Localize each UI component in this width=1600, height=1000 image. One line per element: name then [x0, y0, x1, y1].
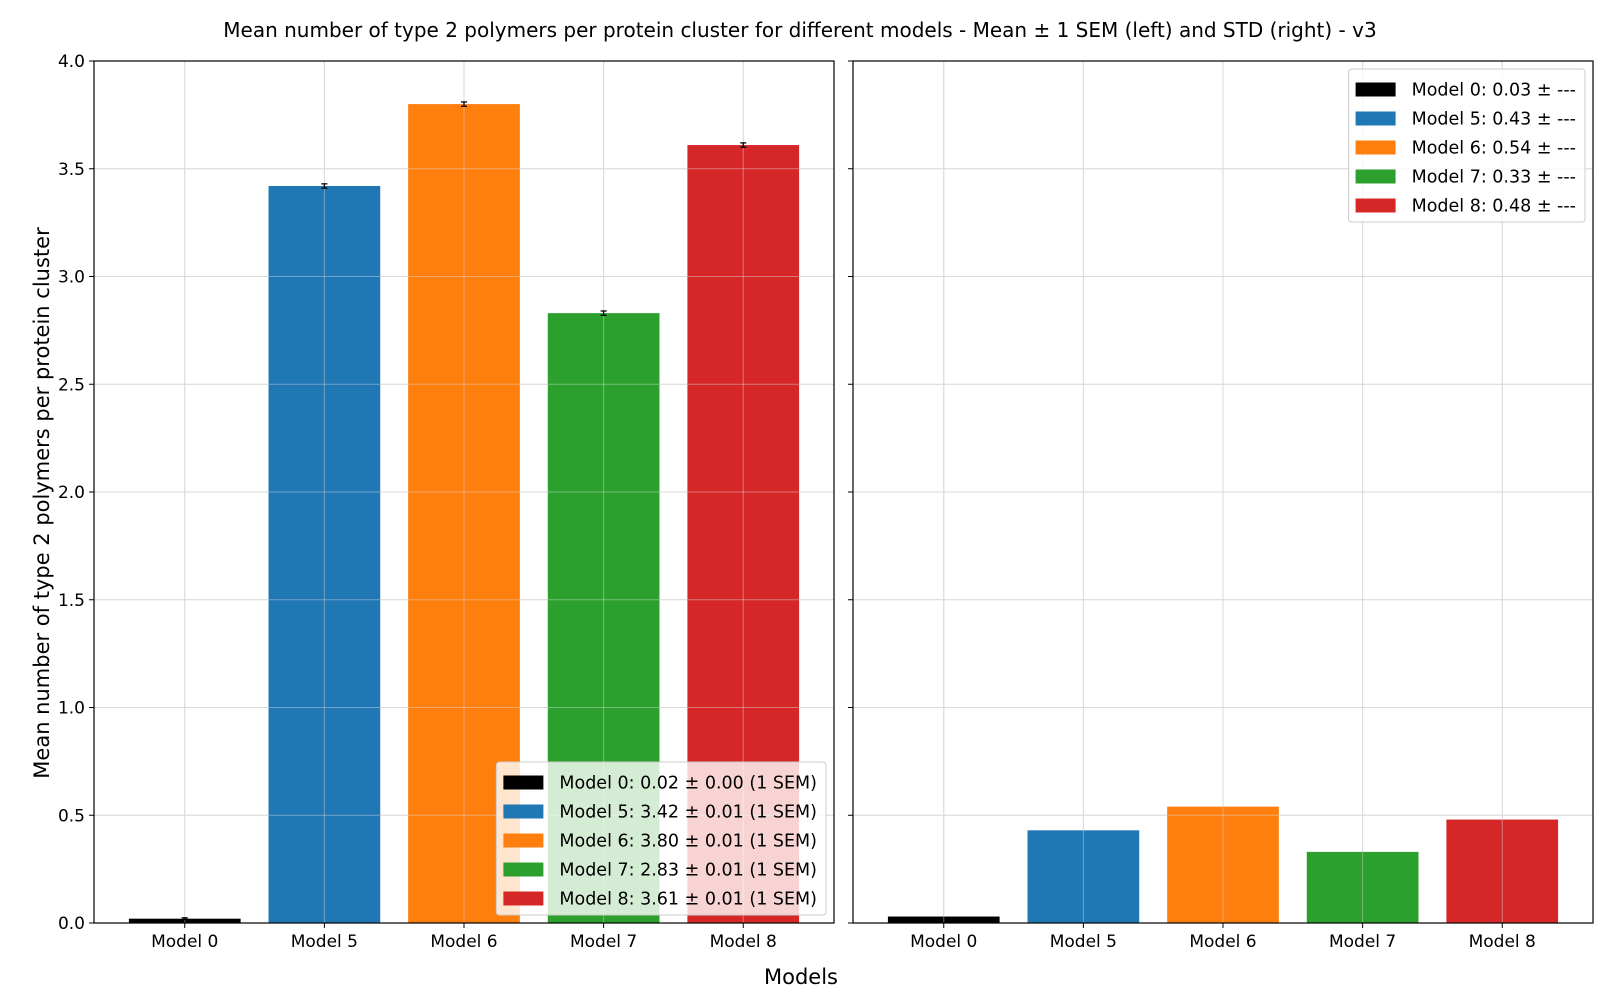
bar-model-6 — [1167, 806, 1279, 923]
legend-right: Model 0: 0.03 ± --- Model 5: 0.43 ± --- Mo… — [1348, 68, 1586, 223]
legend-entry: Model 6: 0.54 ± --- — [1412, 139, 1576, 159]
x-axis-label: Models — [764, 965, 838, 989]
x-tick-label: Model 7 — [570, 932, 637, 952]
x-tick-label: Model 5 — [291, 932, 358, 952]
y-tick-label: 1.5 — [58, 591, 85, 611]
y-tick-label: 1.0 — [58, 699, 85, 719]
legend-swatch — [503, 804, 544, 819]
legend-box — [1348, 68, 1586, 223]
legend-swatch — [503, 833, 544, 848]
bar-model-0 — [128, 918, 241, 923]
chart-title: Mean number of type 2 polymers per prote… — [223, 18, 1376, 42]
legend-left: Model 0: 0.02 ± 0.00 (1 SEM) Model 5: 3.4… — [495, 761, 827, 916]
y-tick-label: 4.0 — [58, 52, 85, 72]
y-tick-label: 2.5 — [58, 375, 85, 395]
legend-swatch — [1355, 140, 1396, 155]
x-tick-label: Model 0 — [910, 932, 977, 952]
legend-entry: Model 0: 0.02 ± 0.00 (1 SEM) — [559, 774, 817, 794]
legend-swatch — [503, 775, 544, 790]
x-tick-label: Model 7 — [1329, 932, 1396, 952]
y-tick-label: 3.0 — [58, 268, 85, 288]
bar-model-7 — [1306, 851, 1419, 923]
legend-swatch — [1355, 111, 1396, 126]
legend-entry: Model 7: 2.83 ± 0.01 (1 SEM) — [559, 861, 817, 881]
legend-entry: Model 6: 3.80 ± 0.01 (1 SEM) — [559, 832, 817, 852]
legend-swatch — [503, 891, 544, 906]
x-tick-label: Model 8 — [710, 932, 777, 952]
legend-entry: Model 7: 0.33 ± --- — [1412, 168, 1576, 188]
x-tick-label: Model 6 — [1189, 932, 1256, 952]
x-tick-label: Model 5 — [1050, 932, 1117, 952]
legend-swatch — [1355, 198, 1396, 213]
legend-entry: Model 8: 3.61 ± 0.01 (1 SEM) — [559, 890, 817, 910]
y-tick-label: 2.0 — [58, 483, 85, 503]
bar-model-5 — [268, 185, 381, 924]
bar-model-8 — [1446, 819, 1559, 923]
left-panel-sem: 0.0 0.5 1.0 1.5 2.0 2.5 3.0 3.5 4.0 Model 0 Model … — [58, 52, 835, 952]
y-axis-label: Mean number of type 2 polymers per prote… — [30, 227, 54, 779]
y-tick-label: 0.5 — [58, 806, 85, 826]
legend-entry: Model 8: 0.48 ± --- — [1412, 197, 1576, 217]
right-panel-std: Model 0 Model 5 Model 6 Model 7 Model 8 Model… — [848, 60, 1594, 952]
x-tick-label: Model 0 — [151, 932, 218, 952]
legend-box — [495, 761, 827, 916]
y-tick-label: 3.5 — [58, 160, 85, 180]
bar-model-0 — [887, 916, 1000, 923]
legend-entry: Model 0: 0.03 ± --- — [1412, 81, 1576, 101]
x-tick-label: Model 8 — [1469, 932, 1536, 952]
legend-swatch — [503, 862, 544, 877]
legend-swatch — [1355, 82, 1396, 97]
legend-swatch — [1355, 169, 1396, 184]
y-tick-label: 0.0 — [58, 914, 85, 934]
legend-entry: Model 5: 0.43 ± --- — [1412, 110, 1576, 130]
x-tick-label: Model 6 — [430, 932, 497, 952]
bar-model-5 — [1027, 830, 1140, 923]
legend-entry: Model 5: 3.42 ± 0.01 (1 SEM) — [559, 803, 817, 823]
